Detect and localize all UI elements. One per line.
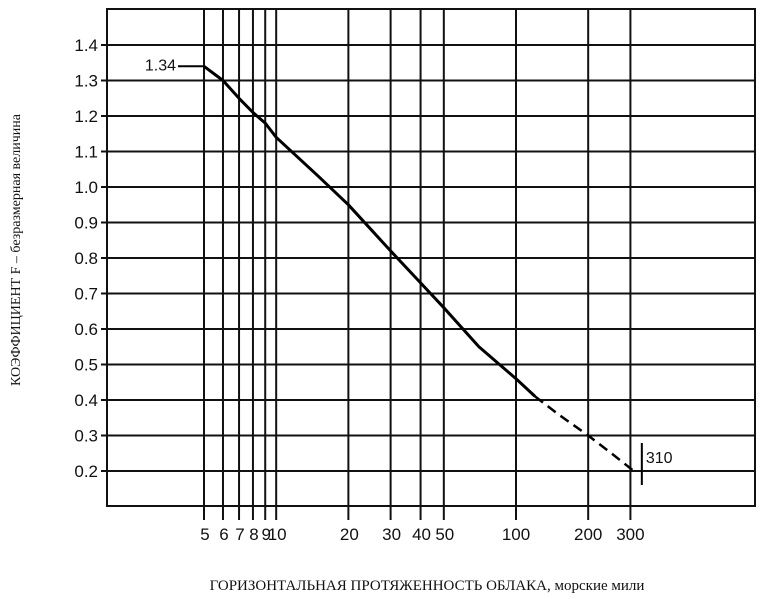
- x-tick-label: 30: [382, 525, 401, 544]
- y-tick-label: 0.3: [74, 427, 98, 446]
- y-tick-label: 0.9: [74, 214, 98, 233]
- x-tick-label: 100: [502, 525, 530, 544]
- tick-labels: 0.2 0.3 0.4 0.5 0.6 0.7 0.8 0.9 1.0 1.1 1.2 1.3 1.4 5…: [74, 36, 644, 544]
- y-tick-label: 1.1: [74, 143, 98, 162]
- x-tick-label: 200: [574, 525, 602, 544]
- x-tick-label: 10: [268, 525, 287, 544]
- x-tick-label: 7: [235, 525, 244, 544]
- x-tick-label: 8: [249, 525, 258, 544]
- y-tick-label: 0.4: [74, 391, 98, 410]
- x-tick-label: 20: [340, 525, 359, 544]
- y-tick-label: 1.0: [74, 178, 98, 197]
- y-tick-label: 0.7: [74, 285, 98, 304]
- annotation-label: 310: [646, 450, 673, 467]
- x-tick-label: 40: [412, 525, 431, 544]
- x-axis-label: ГОРИЗОНТАЛЬНАЯ ПРОТЯЖЕННОСТЬ ОБЛАКА, мор…: [210, 578, 645, 594]
- x-tick-label: 5: [200, 525, 209, 544]
- annotations: 1.34 310: [145, 57, 673, 485]
- curve-dashed-extension: [534, 395, 635, 472]
- y-tick-label: 1.3: [74, 72, 98, 91]
- x-tick-label: 6: [219, 525, 228, 544]
- x-tick-label: 300: [616, 525, 644, 544]
- y-tick-label: 1.2: [74, 107, 98, 126]
- x-tick-label: 50: [435, 525, 454, 544]
- annotation-label: 1.34: [145, 57, 176, 74]
- y-tick-label: 0.2: [74, 462, 98, 481]
- x-tick-label: 9: [261, 525, 270, 544]
- plot-frame: [106, 8, 756, 507]
- curve-solid: [203, 65, 537, 398]
- y-tick-label: 0.5: [74, 356, 98, 375]
- y-tick-label: 1.4: [74, 36, 98, 55]
- y-tick-label: 0.8: [74, 249, 98, 268]
- y-axis-label: КОЭФФИЦИЕНТ F – безразмерная величина: [9, 113, 24, 386]
- series: [203, 65, 635, 472]
- y-tick-label: 0.6: [74, 320, 98, 339]
- grid: [101, 9, 755, 520]
